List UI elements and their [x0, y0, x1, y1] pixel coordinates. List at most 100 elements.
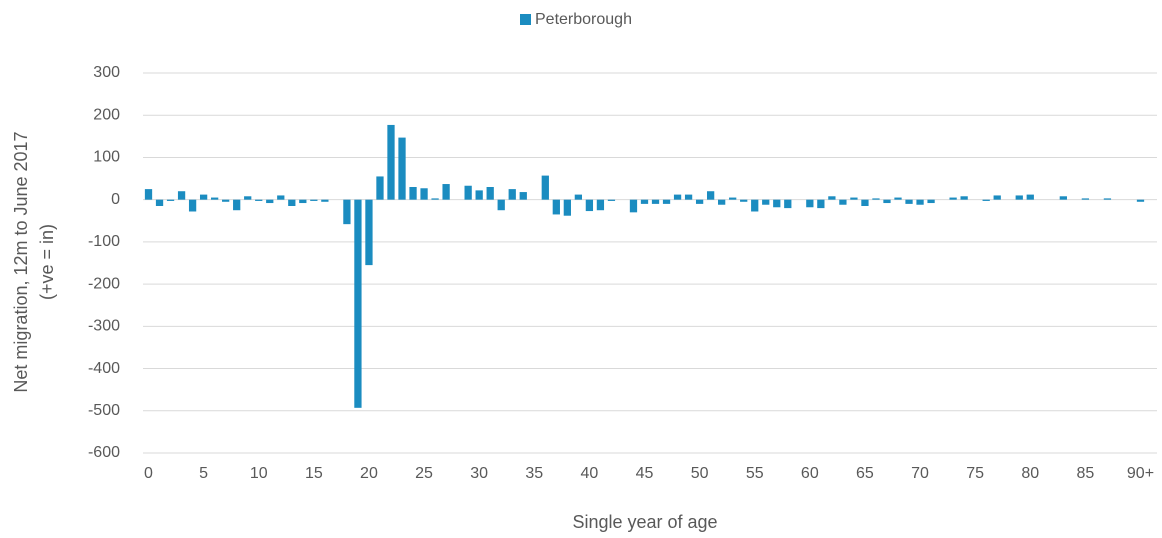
bar: [199, 194, 208, 200]
bar: [607, 199, 616, 201]
bar: [574, 194, 583, 200]
x-tick-label: 85: [1076, 465, 1094, 482]
bar: [883, 199, 891, 204]
x-tick-label: 40: [580, 465, 598, 482]
x-tick-label: 60: [801, 465, 819, 482]
bar: [916, 199, 924, 205]
bar: [541, 175, 549, 200]
bar: [244, 196, 252, 200]
y-tick-label: -100: [88, 233, 120, 250]
x-tick-label: 10: [250, 465, 268, 482]
y-tick-label: 300: [93, 64, 120, 81]
y-tick-label: -200: [88, 275, 120, 292]
bar: [982, 199, 990, 201]
x-tick-label: 70: [911, 465, 929, 482]
bar: [861, 199, 869, 206]
x-tick-label: 0: [144, 465, 153, 482]
bar: [354, 199, 362, 408]
bar: [233, 199, 241, 211]
x-tick-label: 30: [470, 465, 488, 482]
bar: [563, 199, 571, 216]
bar: [497, 199, 505, 211]
bar: [475, 190, 483, 200]
bar: [640, 199, 649, 204]
bar: [828, 196, 836, 200]
bar: [706, 191, 715, 200]
bar: [155, 199, 164, 206]
bar: [552, 199, 560, 215]
x-tick-label: 15: [305, 465, 323, 482]
bar: [718, 199, 726, 205]
bar: [960, 196, 968, 200]
bar: [806, 199, 814, 208]
bar: [442, 184, 450, 200]
bar: [211, 197, 219, 200]
x-tick-label: 90+: [1127, 465, 1154, 482]
bar: [376, 176, 384, 200]
y-tick-label: 200: [93, 106, 120, 123]
legend-swatch: [520, 14, 531, 25]
bar: [673, 194, 682, 200]
bar: [927, 199, 935, 204]
bar: [596, 199, 605, 211]
y-tick-label: -600: [88, 444, 120, 461]
bar: [773, 199, 781, 208]
bar: [695, 199, 704, 204]
x-tick-label: 20: [360, 465, 378, 482]
bar: [409, 187, 417, 200]
bar: [850, 197, 858, 200]
bar: [508, 189, 516, 200]
bar: [387, 124, 395, 200]
bar: [222, 199, 230, 202]
bar: [817, 199, 825, 209]
x-axis-label: Single year of age: [572, 512, 717, 532]
y-tick-label: -500: [88, 402, 120, 419]
bar: [310, 199, 318, 201]
bar: [762, 199, 770, 205]
bar: [662, 199, 671, 204]
y-tick-label: 100: [93, 149, 120, 166]
x-tick-label: 65: [856, 465, 874, 482]
bar: [684, 194, 693, 200]
bar: [1103, 198, 1112, 200]
bar: [321, 199, 329, 202]
bar: [431, 198, 439, 200]
bar: [464, 185, 472, 200]
x-tick-label: 55: [746, 465, 764, 482]
bar: [872, 198, 880, 200]
bar: [266, 199, 274, 204]
bar: [420, 188, 428, 200]
bar: [751, 199, 759, 212]
x-tick-label: 80: [1021, 465, 1039, 482]
bar: [740, 199, 748, 202]
x-tick-label: 25: [415, 465, 433, 482]
y-axis-label: (+ve = in): [37, 224, 57, 300]
legend-label: Peterborough: [535, 11, 632, 28]
bar: [519, 192, 527, 200]
bar: [1081, 198, 1090, 200]
x-tick-label: 75: [966, 465, 984, 482]
bar: [585, 199, 594, 212]
bar: [784, 199, 792, 209]
bar: [905, 199, 913, 204]
bar: [365, 199, 373, 266]
bar: [255, 199, 263, 201]
bar: [288, 199, 296, 206]
bar: [993, 195, 1001, 200]
bar: [144, 189, 153, 200]
bar: [188, 199, 197, 212]
bar: [629, 199, 638, 213]
y-tick-label: -400: [88, 360, 120, 377]
bar: [949, 197, 957, 200]
y-axis-label: Net migration, 12m to June 2017: [11, 131, 31, 392]
x-tick-label: 5: [199, 465, 208, 482]
bar: [651, 199, 660, 204]
bar: [1136, 199, 1145, 202]
bar: [277, 195, 285, 200]
bar: [486, 187, 494, 200]
bar: [177, 191, 186, 200]
bar: [299, 199, 307, 204]
x-tick-label: 45: [636, 465, 654, 482]
bar: [166, 199, 175, 201]
